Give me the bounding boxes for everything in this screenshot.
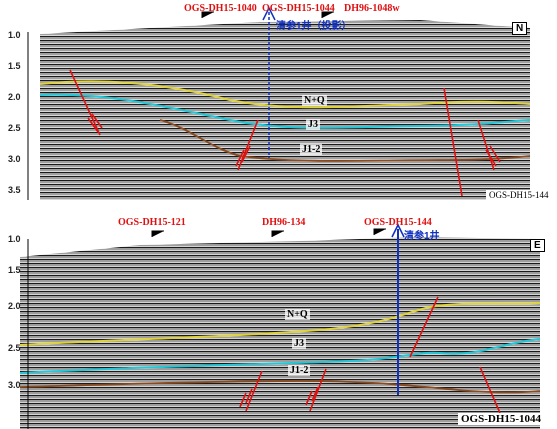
time-tick-label: 3.5: [8, 185, 21, 195]
horizon-yellow: [39, 80, 531, 109]
fault-line: [245, 370, 263, 412]
well-label: OGS-DH15-144: [364, 217, 432, 228]
time-tick-label: 2.0: [8, 92, 21, 102]
horizon-label: J1-2: [288, 365, 311, 376]
well-label-blue: 清参1井: [404, 231, 440, 242]
well-label: OGS-DH15-121: [118, 217, 186, 228]
time-tick-label: 1.0: [8, 30, 21, 40]
time-tick-label: 2.5: [8, 123, 21, 133]
time-tick-label: 1.5: [8, 61, 21, 71]
seismic-image-top: [27, 6, 531, 200]
time-tick-label: 3.0: [8, 154, 21, 164]
fault-line: [485, 145, 501, 167]
time-tick-label: 3.0: [8, 380, 21, 390]
orientation-marker: E: [530, 239, 545, 252]
fault-line: [477, 119, 495, 171]
time-tick-label: 2.5: [8, 343, 21, 353]
horizon-yellow: [19, 302, 541, 346]
well-label: DH96-134: [262, 217, 306, 228]
fault-line: [237, 119, 259, 171]
well-label: OGS-DH15-1040: [184, 3, 257, 14]
projected-well-label: 清参1井（投影）: [276, 21, 352, 32]
time-tick-label: 2.0: [8, 301, 21, 311]
horizon-label: N+Q: [285, 309, 310, 320]
fault-line: [305, 386, 319, 406]
fault-line: [443, 87, 463, 197]
well-label: DH96-1048w: [344, 3, 400, 14]
well-arrow-icon: [391, 223, 405, 238]
fault-line: [479, 366, 501, 414]
section-line-label: OGS-DH15-1044: [458, 413, 545, 425]
fault-line: [235, 145, 251, 167]
horizon-cyan: [39, 93, 531, 129]
fault-line: [309, 368, 327, 412]
well-arrow-icon: [262, 6, 276, 21]
fault-line: [87, 113, 103, 133]
seismic-image-bottom: [19, 223, 541, 429]
seismic-section-top: OGS-DH15-1040 OGS-DH15-1044 DH96-1048w 清…: [0, 0, 557, 205]
fault-line: [239, 388, 253, 408]
horizon-label: J1-2: [300, 144, 323, 155]
horizon-cyan: [19, 338, 541, 374]
time-tick-label: 1.0: [8, 234, 21, 244]
seismic-data-area: [40, 20, 530, 200]
section-line-label: OGS-DH15-144: [486, 190, 552, 200]
time-tick-label: 1.5: [8, 265, 21, 275]
fault-line: [409, 296, 439, 358]
horizon-label: J3: [292, 338, 306, 349]
orientation-marker: N: [512, 22, 528, 35]
fault-line: [69, 69, 101, 136]
horizon-label: J3: [306, 119, 320, 130]
horizon-label: N+Q: [302, 95, 327, 106]
seismic-section-bottom: OGS-DH15-121 DH96-134 OGS-DH15-144 清参1井 …: [0, 215, 557, 429]
horizon-brown: [159, 119, 531, 162]
well-label: OGS-DH15-1044: [262, 3, 335, 14]
